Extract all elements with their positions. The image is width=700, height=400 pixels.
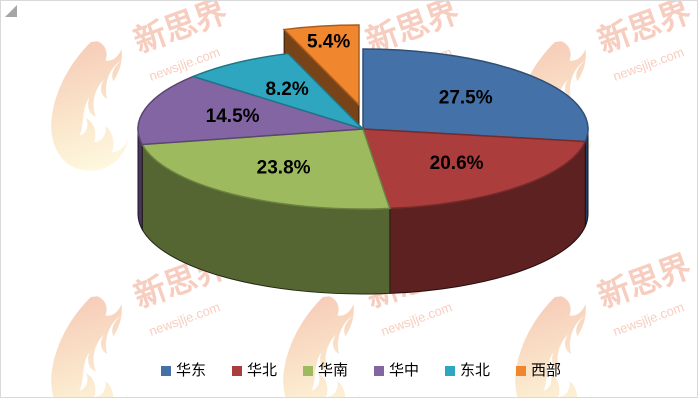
svg-text:20.6%: 20.6% bbox=[430, 153, 484, 174]
svg-text:8.2%: 8.2% bbox=[265, 79, 308, 100]
svg-text:5.4%: 5.4% bbox=[307, 31, 350, 52]
svg-text:23.8%: 23.8% bbox=[257, 157, 311, 178]
svg-text:27.5%: 27.5% bbox=[439, 87, 493, 108]
svg-text:14.5%: 14.5% bbox=[206, 106, 260, 127]
